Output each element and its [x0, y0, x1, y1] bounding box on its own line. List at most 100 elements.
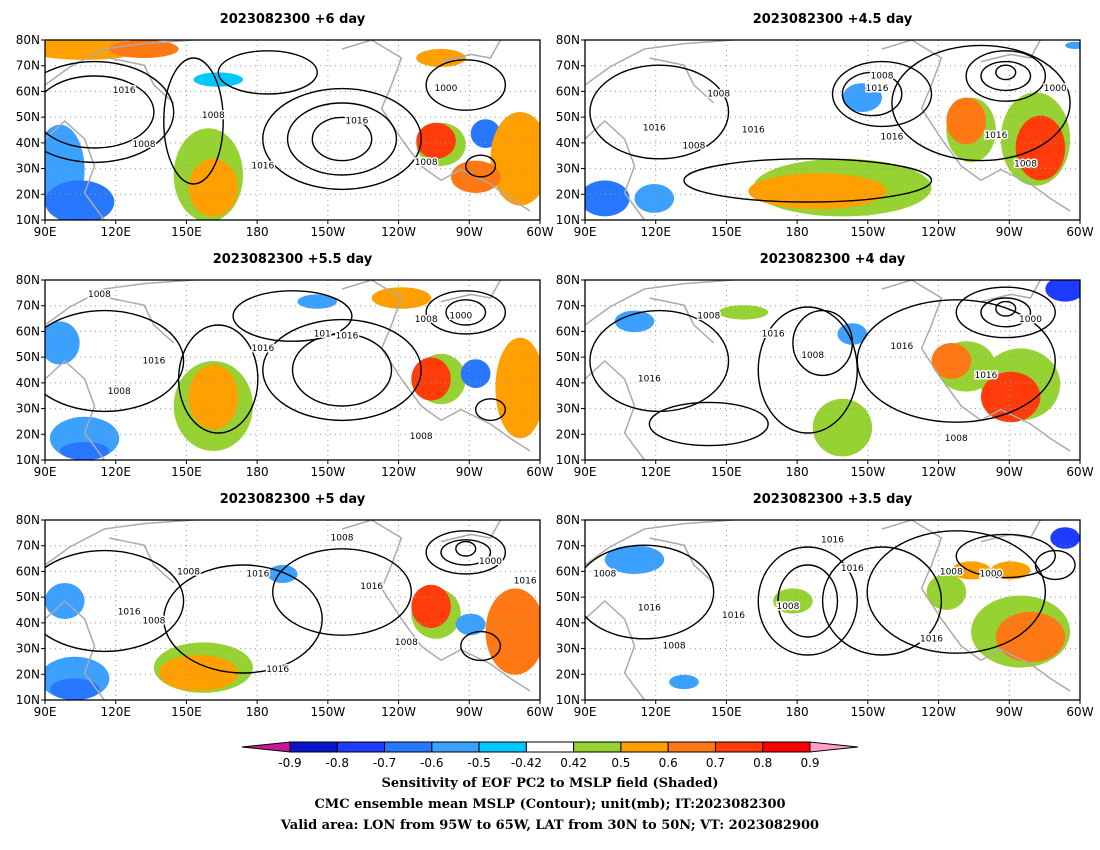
sensitivity-shading [614, 310, 655, 333]
coastline [881, 280, 982, 422]
colorbar-label: -0.8 [326, 756, 349, 770]
colorbar-high-extend [809, 741, 859, 753]
lon-tick-label: 90E [34, 465, 57, 479]
lon-tick-label: 90E [34, 705, 57, 719]
coastline [585, 520, 734, 566]
mslp-contour [455, 540, 477, 557]
colorbar-box [525, 741, 575, 753]
contour-label: 1016 [246, 570, 269, 580]
contour-label: 1016 [762, 330, 785, 340]
coastline [440, 648, 531, 692]
colorbar-low-extend [241, 741, 291, 753]
contour-label: 1016 [841, 564, 864, 574]
lon-tick-label: 150W [310, 705, 345, 719]
contour-label: 1008 [707, 90, 730, 100]
mslp-contour [648, 401, 769, 447]
lon-tick-label: 90W [996, 465, 1023, 479]
coastline [440, 280, 502, 303]
contour-label: 1016 [890, 342, 913, 352]
lat-tick-label: 70N [556, 299, 580, 313]
contour-label: 1016 [920, 634, 943, 644]
coastline [440, 520, 502, 543]
coastline [585, 599, 646, 700]
lon-tick-label: 180 [246, 705, 269, 719]
colorbar-label: -0.6 [420, 756, 443, 770]
sensitivity-shading [718, 305, 769, 320]
map-background [45, 40, 540, 220]
mslp-contour [465, 154, 497, 178]
lat-tick-label: 30N [16, 402, 40, 416]
map-panel-6-content: 1016 1016 1008 1016 1008 1016 1000 1008 1016 1008 [585, 520, 1080, 700]
lon-tick-label: 150W [850, 465, 885, 479]
coastline [980, 280, 1042, 303]
map-panel-6: 1016 1016 1008 1016 1008 1016 1000 1008 1016 1008… [556, 492, 1094, 719]
lat-tick-label: 40N [16, 616, 40, 630]
contour-label: 1016 [266, 665, 289, 675]
mslp-contour [291, 333, 393, 407]
panel-title: 2023082300 +3.5 day [753, 492, 913, 507]
lon-tick-label: 60W [1066, 225, 1093, 239]
sensitivity-shading [45, 321, 80, 365]
sensitivity-shading [411, 357, 451, 401]
contour-label: 1008 [801, 351, 824, 361]
lon-tick-label: 120E [100, 465, 131, 479]
panel-title: 2023082300 +6 day [220, 12, 366, 27]
lat-tick-label: 50N [556, 350, 580, 364]
mslp-contour [217, 50, 318, 95]
mslp-contour [425, 530, 507, 575]
sensitivity-shading [455, 613, 486, 636]
lat-tick-label: 20N [16, 427, 40, 441]
lon-tick-label: 120W [381, 225, 416, 239]
mslp-contour [792, 309, 853, 377]
contour-label: 1000 [1019, 315, 1042, 325]
mslp-contour [777, 564, 839, 638]
lat-tick-label: 70N [16, 59, 40, 73]
mslp-contour [856, 299, 1056, 423]
sensitivity-shading [297, 294, 338, 309]
sensitivity-shading [931, 343, 972, 379]
lon-tick-label: 120E [640, 225, 671, 239]
lat-tick-label: 20N [556, 187, 580, 201]
lon-tick-label: 120W [921, 465, 956, 479]
coastline [440, 40, 502, 63]
lon-tick-label: 150W [310, 225, 345, 239]
contour-label: 1008 [331, 534, 354, 544]
mslp-contour [440, 539, 492, 566]
colorbar-box [667, 741, 716, 753]
panel-title: 2023082300 +5 day [220, 492, 366, 507]
mslp-contour [425, 59, 507, 111]
lat-tick-label: 30N [16, 162, 40, 176]
mslp-contour [757, 546, 858, 656]
map-panel-4: 1008 1016 1008 1016 1016 1000 1016 1008 20230823… [556, 252, 1094, 479]
lon-tick-label: 120W [381, 465, 416, 479]
sensitivity-shading [926, 574, 967, 610]
caption-line-3: Valid area: LON from 95W to 65W, LAT fro… [280, 818, 820, 833]
lon-tick-label: 90W [456, 465, 483, 479]
map-frame [44, 39, 541, 221]
mslp-contour [45, 549, 185, 653]
sensitivity-shading [267, 565, 298, 583]
contour-label: 1000 [479, 557, 502, 567]
sensitivity-shading [585, 180, 630, 217]
mslp-contour [683, 158, 933, 203]
mslp-contour [177, 324, 259, 434]
sensitivity-shading [1050, 527, 1080, 549]
mslp-contour [589, 64, 730, 160]
colorbar-label: 0.42 [560, 756, 587, 770]
lat-tick-label: 20N [16, 187, 40, 201]
lat-tick-label: 30N [556, 642, 580, 656]
map-panel-3: 1008 1016 1008 1016 101 1016 1008 1000 1008 20230… [16, 252, 554, 479]
contour-label: 1016 [142, 357, 165, 367]
contour-label: 1016 [866, 84, 889, 94]
sensitivity-shading [748, 173, 887, 210]
lon-tick-label: 120W [921, 705, 956, 719]
lat-tick-label: 50N [16, 590, 40, 604]
coastline [45, 40, 194, 86]
lat-tick-label: 80N [16, 273, 40, 287]
colorbar-box [762, 741, 811, 753]
lon-tick-label: 150E [711, 225, 742, 239]
coastline [881, 40, 982, 182]
sensitivity-shading [188, 158, 239, 217]
coastline [881, 520, 982, 662]
sensitivity-shading [460, 359, 491, 388]
